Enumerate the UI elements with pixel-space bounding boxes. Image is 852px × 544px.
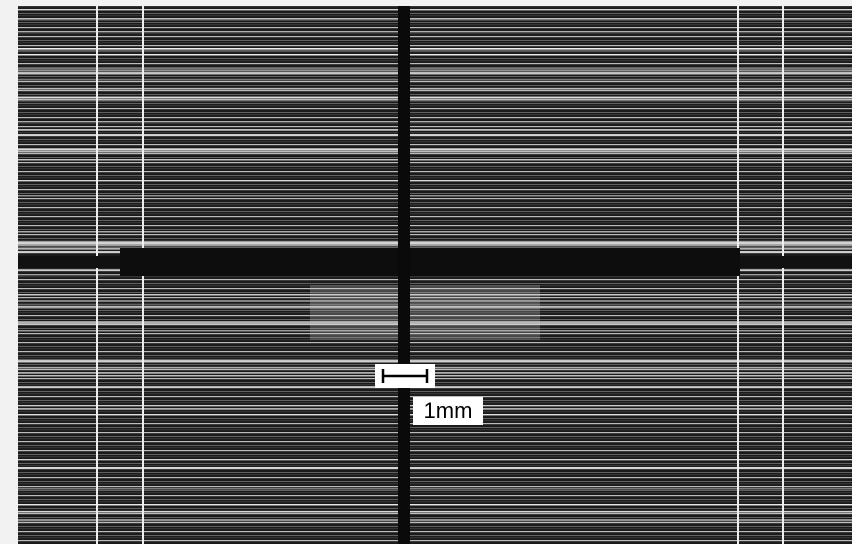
vertical-band xyxy=(398,6,410,544)
page: 1mm (() => { const data = JSON.parse(doc… xyxy=(0,0,852,544)
horizontal-band xyxy=(120,248,740,276)
micrograph: 1mm xyxy=(0,0,852,544)
scale-label: 1mm xyxy=(424,398,473,423)
light-patch xyxy=(310,285,540,340)
